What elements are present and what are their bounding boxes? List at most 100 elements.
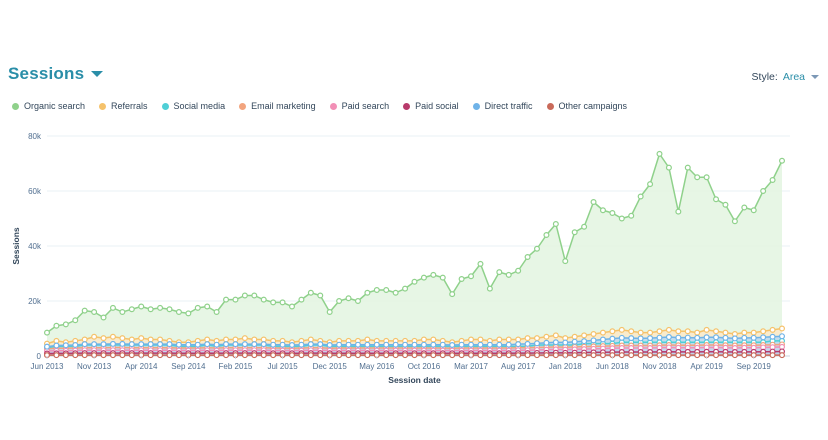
- point-direct-traffic[interactable]: [232, 341, 239, 348]
- point-referrals[interactable]: [505, 336, 512, 343]
- point-other-campaigns[interactable]: [298, 352, 305, 359]
- point-direct-traffic[interactable]: [769, 333, 776, 340]
- point-organic-search[interactable]: [628, 212, 635, 219]
- style-value[interactable]: Area: [782, 71, 805, 83]
- point-other-campaigns[interactable]: [694, 352, 701, 359]
- point-direct-traffic[interactable]: [599, 336, 606, 343]
- point-referrals[interactable]: [496, 336, 503, 343]
- point-organic-search[interactable]: [345, 295, 352, 302]
- point-organic-search[interactable]: [562, 258, 569, 265]
- point-direct-traffic[interactable]: [750, 334, 757, 341]
- point-direct-traffic[interactable]: [543, 339, 550, 346]
- point-organic-search[interactable]: [637, 193, 644, 200]
- point-organic-search[interactable]: [298, 296, 305, 303]
- point-direct-traffic[interactable]: [684, 334, 691, 341]
- point-organic-search[interactable]: [100, 314, 107, 321]
- point-referrals[interactable]: [581, 332, 588, 339]
- point-direct-traffic[interactable]: [402, 341, 409, 348]
- point-organic-search[interactable]: [270, 299, 277, 306]
- point-direct-traffic[interactable]: [533, 340, 540, 347]
- point-other-campaigns[interactable]: [477, 352, 484, 359]
- point-direct-traffic[interactable]: [656, 334, 663, 341]
- point-direct-traffic[interactable]: [279, 341, 286, 348]
- point-organic-search[interactable]: [458, 276, 465, 283]
- point-other-campaigns[interactable]: [307, 352, 314, 359]
- point-organic-search[interactable]: [609, 210, 616, 217]
- point-other-campaigns[interactable]: [100, 352, 107, 359]
- point-direct-traffic[interactable]: [91, 341, 98, 348]
- point-referrals[interactable]: [656, 328, 663, 335]
- point-direct-traffic[interactable]: [741, 334, 748, 341]
- point-other-campaigns[interactable]: [53, 352, 60, 359]
- point-other-campaigns[interactable]: [383, 352, 390, 359]
- point-organic-search[interactable]: [505, 271, 512, 278]
- point-organic-search[interactable]: [138, 303, 145, 310]
- point-other-campaigns[interactable]: [769, 352, 776, 359]
- point-organic-search[interactable]: [119, 309, 126, 316]
- point-organic-search[interactable]: [741, 204, 748, 211]
- point-organic-search[interactable]: [279, 299, 286, 306]
- point-referrals[interactable]: [647, 329, 654, 336]
- point-organic-search[interactable]: [675, 208, 682, 215]
- point-referrals[interactable]: [675, 328, 682, 335]
- point-referrals[interactable]: [618, 326, 625, 333]
- point-organic-search[interactable]: [383, 287, 390, 294]
- point-organic-search[interactable]: [449, 291, 456, 298]
- point-other-campaigns[interactable]: [778, 352, 785, 359]
- point-referrals[interactable]: [637, 329, 644, 336]
- point-other-campaigns[interactable]: [392, 352, 399, 359]
- point-direct-traffic[interactable]: [411, 341, 418, 348]
- point-direct-traffic[interactable]: [43, 343, 50, 350]
- point-referrals[interactable]: [119, 335, 126, 342]
- point-direct-traffic[interactable]: [53, 342, 60, 349]
- point-organic-search[interactable]: [599, 207, 606, 214]
- point-direct-traffic[interactable]: [119, 340, 126, 347]
- point-direct-traffic[interactable]: [373, 341, 380, 348]
- point-direct-traffic[interactable]: [223, 341, 230, 348]
- point-organic-search[interactable]: [109, 304, 116, 311]
- point-other-campaigns[interactable]: [599, 352, 606, 359]
- point-referrals[interactable]: [533, 335, 540, 342]
- point-other-campaigns[interactable]: [336, 352, 343, 359]
- point-direct-traffic[interactable]: [647, 335, 654, 342]
- point-referrals[interactable]: [590, 331, 597, 338]
- point-other-campaigns[interactable]: [524, 352, 531, 359]
- point-organic-search[interactable]: [533, 245, 540, 252]
- point-organic-search[interactable]: [524, 254, 531, 261]
- point-organic-search[interactable]: [166, 306, 173, 313]
- point-other-campaigns[interactable]: [637, 352, 644, 359]
- point-direct-traffic[interactable]: [336, 341, 343, 348]
- point-organic-search[interactable]: [731, 218, 738, 225]
- point-direct-traffic[interactable]: [213, 341, 220, 348]
- point-direct-traffic[interactable]: [505, 341, 512, 348]
- point-direct-traffic[interactable]: [307, 341, 314, 348]
- point-referrals[interactable]: [684, 328, 691, 335]
- point-other-campaigns[interactable]: [439, 352, 446, 359]
- point-other-campaigns[interactable]: [166, 352, 173, 359]
- point-organic-search[interactable]: [317, 292, 324, 299]
- point-direct-traffic[interactable]: [571, 338, 578, 345]
- point-direct-traffic[interactable]: [72, 342, 79, 349]
- point-other-campaigns[interactable]: [590, 352, 597, 359]
- point-direct-traffic[interactable]: [194, 341, 201, 348]
- point-direct-traffic[interactable]: [175, 341, 182, 348]
- point-organic-search[interactable]: [241, 292, 248, 299]
- point-referrals[interactable]: [760, 328, 767, 335]
- point-organic-search[interactable]: [411, 278, 418, 285]
- point-other-campaigns[interactable]: [713, 352, 720, 359]
- point-organic-search[interactable]: [336, 298, 343, 305]
- point-organic-search[interactable]: [43, 329, 50, 336]
- point-other-campaigns[interactable]: [665, 352, 672, 359]
- point-direct-traffic[interactable]: [590, 337, 597, 344]
- point-direct-traffic[interactable]: [251, 341, 258, 348]
- point-organic-search[interactable]: [769, 177, 776, 184]
- point-other-campaigns[interactable]: [147, 352, 154, 359]
- point-other-campaigns[interactable]: [128, 352, 135, 359]
- point-direct-traffic[interactable]: [62, 342, 69, 349]
- point-direct-traffic[interactable]: [109, 340, 116, 347]
- point-other-campaigns[interactable]: [731, 352, 738, 359]
- point-referrals[interactable]: [420, 336, 427, 343]
- point-organic-search[interactable]: [552, 221, 559, 228]
- point-organic-search[interactable]: [581, 223, 588, 230]
- point-direct-traffic[interactable]: [157, 341, 164, 348]
